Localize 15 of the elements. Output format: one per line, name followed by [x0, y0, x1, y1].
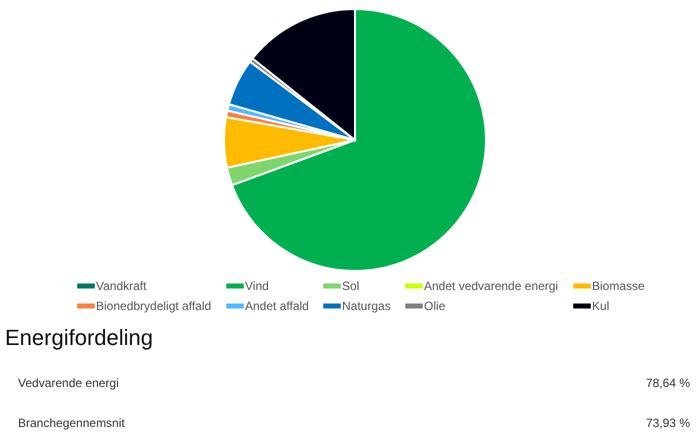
legend-label: Vandkraft	[96, 279, 148, 293]
text: 78,64 %	[646, 376, 690, 390]
legend-label: Olie	[424, 299, 446, 313]
legend-label: Andet affald	[245, 299, 309, 313]
legend-label: Naturgas	[342, 299, 391, 313]
legend-label: Bionedbrydeligt affald	[96, 299, 212, 313]
legend-label: Biomasse	[592, 279, 646, 293]
legend-label: Andet vedvarende energi	[424, 279, 558, 293]
text: Vedvarende energi	[18, 376, 119, 390]
legend-label: Sol	[342, 279, 360, 293]
text: 73,93 %	[646, 416, 690, 430]
legend-label: Vind	[245, 279, 269, 293]
legend-label: Kul	[592, 299, 610, 313]
text: Branchegennemsnit	[18, 416, 126, 430]
text: Energifordeling	[5, 325, 153, 350]
